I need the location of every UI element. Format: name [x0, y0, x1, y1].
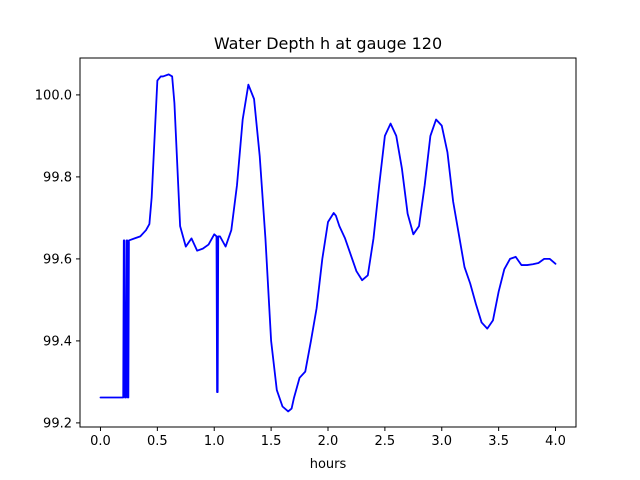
- x-tick-label: 3.0: [431, 434, 452, 449]
- x-tick-label: 1.0: [204, 434, 225, 449]
- x-tick-label: 0.0: [90, 434, 111, 449]
- series-layer: [99, 73, 557, 413]
- x-tick-label: 1.5: [261, 434, 282, 449]
- x-tick-label: 2.5: [375, 434, 396, 449]
- x-axis-ticks: 0.0 0.5 1.0 1.5 2.0 2.5 3.0 3.5 4.0: [90, 427, 566, 449]
- series-line: [99, 73, 557, 413]
- x-axis-label: hours: [310, 457, 347, 472]
- x-tick-label: 3.5: [488, 434, 509, 449]
- y-tick-label: 100.0: [35, 88, 72, 103]
- x-tick-label: 0.5: [147, 434, 168, 449]
- plot-frame: [79, 57, 577, 428]
- y-axis-ticks: 99.2 99.4 99.6 99.8 100.0: [35, 88, 80, 431]
- y-tick-label: 99.6: [43, 252, 72, 267]
- x-tick-label: 4.0: [545, 434, 566, 449]
- y-tick-label: 99.8: [43, 170, 72, 185]
- x-tick-label: 2.0: [318, 434, 339, 449]
- chart-title: Water Depth h at gauge 120: [214, 34, 442, 53]
- y-tick-label: 99.2: [43, 416, 72, 431]
- y-tick-label: 99.4: [43, 334, 72, 349]
